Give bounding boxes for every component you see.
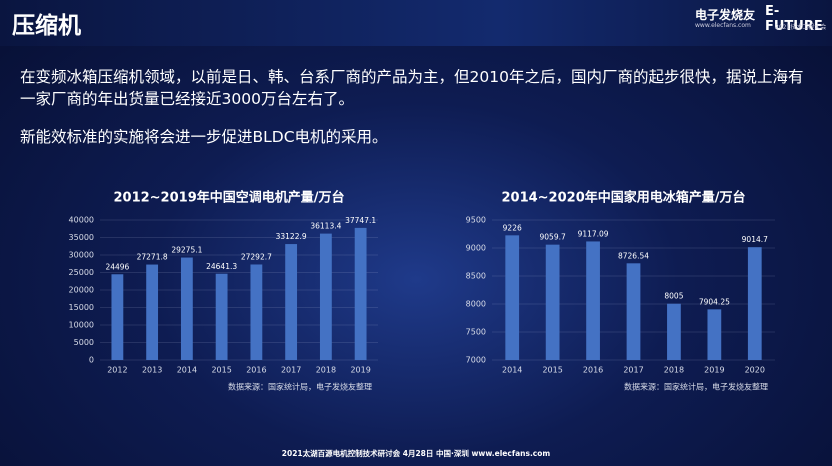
value-label: 36113.4 (310, 222, 341, 231)
value-label: 9117.09 (578, 229, 609, 238)
value-label: 9226 (503, 223, 522, 232)
y-tick-label: 35000 (69, 233, 94, 242)
value-label: 33122.9 (276, 232, 307, 241)
logo-url: www.elecfans.com (695, 22, 751, 29)
bar (146, 264, 159, 360)
x-tick-label: 2017 (623, 366, 643, 375)
x-tick-label: 2014 (502, 366, 522, 375)
bar (667, 303, 681, 360)
bar (545, 244, 560, 360)
x-tick-label: 2020 (745, 366, 765, 375)
brand: E-FUTURE (765, 4, 823, 34)
paragraph: 新能效标准的实施将会进一步促进BLDC电机的采用。 (20, 128, 388, 146)
y-tick-label: 8000 (466, 300, 486, 309)
x-tick-label: 2015 (211, 366, 231, 375)
bar (215, 273, 228, 360)
x-tick-label: 2019 (350, 366, 370, 375)
x-tick-label: 2016 (246, 366, 266, 375)
bar (285, 244, 298, 360)
y-tick-label: 15000 (69, 303, 94, 312)
chart-title: 2014~2020年中国家用电冰箱产量/万台 (501, 190, 745, 206)
y-tick-label: 40000 (69, 216, 94, 225)
slide-title: 压缩机 (12, 13, 81, 39)
bar (250, 264, 263, 360)
x-tick-label: 2016 (583, 366, 603, 375)
bar (626, 263, 641, 360)
y-tick-label: 9000 (466, 244, 486, 253)
bar (505, 235, 520, 360)
chart-source: 数据来源：国家统计局，电子发烧友整理 (624, 382, 768, 392)
footer: 2021太湖百源电机控制技术研讨会 4月28日 中国·深圳 www.elecfa… (281, 449, 551, 458)
value-label: 24641.3 (206, 262, 237, 271)
x-tick-label: 2015 (542, 366, 562, 375)
value-label: 7904.25 (699, 297, 730, 306)
y-tick-label: 10000 (69, 321, 94, 330)
value-label: 8726.54 (618, 251, 649, 260)
bar (354, 227, 367, 360)
paragraph: 在变频冰箱压缩机领域，以前是日、韩、台系厂商的产品为主，但2010年之后，国内厂… (20, 68, 804, 108)
bar (586, 241, 600, 360)
y-tick-label: 25000 (69, 268, 94, 277)
x-tick-label: 2017 (281, 366, 301, 375)
value-label: 37747.1 (345, 216, 376, 225)
brand-sub: 2021技术工程大会 (775, 24, 827, 31)
logo-name: 电子发烧友 (695, 8, 756, 22)
x-tick-label: 2018 (316, 366, 336, 375)
y-tick-label: 7000 (466, 356, 486, 365)
bar (319, 233, 332, 360)
x-tick-label: 2018 (664, 366, 684, 375)
x-tick-label: 2013 (142, 366, 162, 375)
y-tick-label: 0 (89, 356, 94, 365)
value-label: 9014.7 (742, 235, 768, 244)
value-label: 29275.1 (171, 246, 202, 255)
value-label: 9059.7 (540, 233, 566, 242)
bar (111, 274, 124, 360)
value-label: 8005 (664, 292, 683, 301)
value-label: 27292.7 (241, 252, 272, 261)
x-tick-label: 2014 (177, 366, 197, 375)
bar (180, 257, 193, 360)
y-tick-label: 8500 (466, 272, 486, 281)
chart-title: 2012~2019年中国空调电机产量/万台 (113, 190, 344, 206)
x-tick-label: 2019 (704, 366, 724, 375)
y-tick-label: 9500 (466, 216, 486, 225)
header-bar (0, 0, 832, 46)
value-label: 24496 (105, 262, 129, 271)
bar (747, 247, 762, 360)
y-tick-label: 7500 (466, 328, 486, 337)
bar (707, 309, 722, 360)
value-label: 27271.8 (137, 253, 168, 262)
x-tick-label: 2012 (107, 366, 127, 375)
y-tick-label: 20000 (69, 286, 94, 295)
y-tick-label: 30000 (69, 251, 94, 260)
y-tick-label: 5000 (74, 338, 94, 347)
chart-source: 数据来源：国家统计局，电子发烧友整理 (228, 382, 372, 392)
